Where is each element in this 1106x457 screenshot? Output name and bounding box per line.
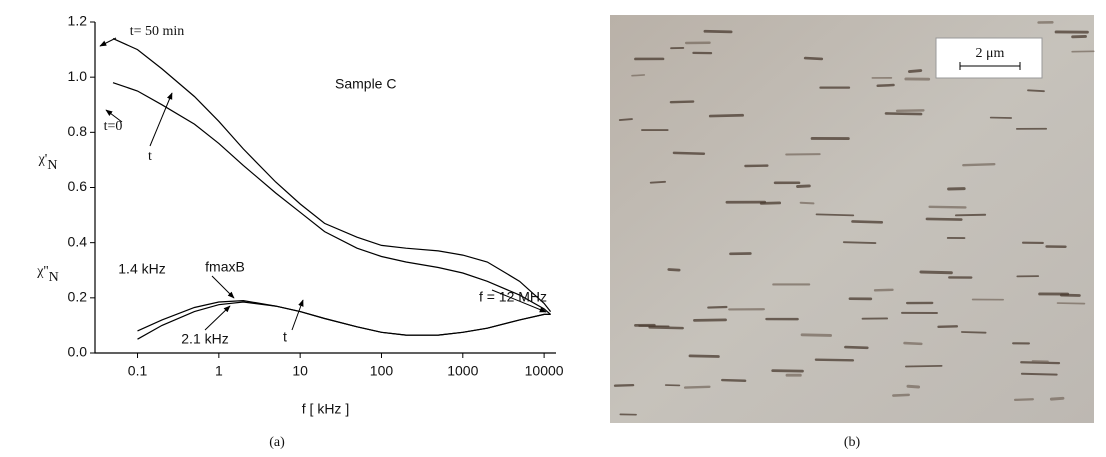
streak bbox=[1027, 89, 1045, 93]
streak bbox=[649, 180, 667, 184]
streak bbox=[919, 270, 953, 275]
streak bbox=[707, 305, 728, 309]
x-tick-label: 1000 bbox=[447, 363, 478, 379]
streak bbox=[815, 213, 855, 217]
streak bbox=[928, 205, 967, 209]
streak bbox=[703, 29, 733, 34]
annotation: Sample C bbox=[335, 76, 396, 92]
streak bbox=[814, 358, 855, 362]
streak bbox=[925, 217, 963, 221]
streak bbox=[672, 151, 706, 155]
scale-label: 2 μm bbox=[976, 46, 1005, 61]
streak bbox=[907, 69, 923, 73]
chart-panel: 0.0 0.2 0.4 0.6 0.8 1.0 1.2 0.1 1 10 100 1000 10000 f… bbox=[36, 13, 563, 417]
annotation: t=0 bbox=[104, 119, 123, 134]
y-tick-label: 0.8 bbox=[68, 123, 88, 139]
streak bbox=[683, 385, 711, 389]
streak bbox=[669, 100, 695, 104]
annotation: fmaxB bbox=[205, 259, 245, 275]
streak bbox=[844, 345, 869, 350]
scale-box bbox=[935, 37, 1043, 79]
x-tick-label: 0.1 bbox=[128, 363, 148, 379]
streak bbox=[851, 220, 884, 224]
arrow bbox=[204, 305, 231, 331]
y-axis-label-main: χ'' bbox=[36, 264, 48, 279]
y-axis-label: χ''N bbox=[36, 264, 58, 285]
y-tick-label: 1.0 bbox=[68, 68, 88, 84]
streak bbox=[1013, 398, 1034, 401]
y-tick-label: 0.4 bbox=[68, 233, 88, 249]
streak bbox=[693, 318, 727, 322]
series-line bbox=[112, 82, 551, 315]
streak bbox=[648, 326, 684, 330]
streak bbox=[667, 268, 681, 272]
streak bbox=[905, 365, 943, 368]
streak bbox=[803, 56, 824, 61]
panel-label: (b) bbox=[844, 435, 861, 450]
streak bbox=[884, 112, 923, 116]
streak bbox=[1056, 302, 1086, 305]
streak bbox=[892, 393, 910, 397]
annotation: t= 50 min bbox=[130, 24, 185, 39]
arrow bbox=[491, 289, 547, 313]
y-tick-label: 1.2 bbox=[68, 13, 88, 29]
annotation-arrows bbox=[99, 37, 547, 331]
arrow bbox=[291, 299, 304, 331]
x-tick-label: 100 bbox=[370, 363, 394, 379]
streak bbox=[954, 213, 987, 217]
annotation: 1.4 kHz bbox=[118, 261, 165, 277]
arrow bbox=[99, 37, 117, 47]
streak bbox=[631, 74, 646, 77]
x-tick-label: 10 bbox=[292, 363, 308, 379]
x-tick-label: 10000 bbox=[525, 363, 564, 379]
y-tick-label: 0.0 bbox=[68, 344, 88, 360]
series-line bbox=[137, 301, 551, 340]
streak bbox=[876, 83, 895, 88]
streak bbox=[960, 331, 987, 334]
streak bbox=[799, 201, 815, 205]
streak bbox=[721, 378, 747, 383]
streak bbox=[1020, 372, 1058, 376]
annotation: t bbox=[283, 329, 287, 345]
y-axis-label-main: χ' bbox=[38, 152, 48, 167]
y-axis-label: χ'N bbox=[38, 152, 58, 173]
x-tick-label: 1 bbox=[215, 363, 223, 379]
panel-label: (a) bbox=[269, 435, 285, 450]
streak bbox=[906, 384, 921, 389]
arrow bbox=[149, 92, 173, 147]
streak bbox=[1020, 361, 1061, 365]
arrow bbox=[105, 109, 123, 123]
y-tick-label: 0.6 bbox=[68, 178, 88, 194]
micrograph bbox=[610, 15, 1095, 423]
series-line bbox=[112, 38, 552, 312]
streak bbox=[873, 288, 894, 292]
annotation: f = 12 MHz bbox=[479, 289, 547, 305]
annotation: 2.1 kHz bbox=[181, 331, 228, 347]
streak bbox=[962, 163, 996, 167]
streak bbox=[796, 184, 811, 188]
streak bbox=[708, 113, 744, 118]
streak bbox=[688, 354, 720, 358]
y-axis-label-subscript: N bbox=[47, 158, 57, 173]
streak bbox=[800, 333, 833, 337]
annotation: t bbox=[148, 149, 152, 164]
streak bbox=[1049, 396, 1065, 401]
streak bbox=[613, 383, 635, 387]
y-tick-label: 0.2 bbox=[68, 289, 88, 305]
arrow bbox=[211, 275, 235, 299]
streak bbox=[903, 341, 923, 346]
x-axis-label: f [ kHz ] bbox=[302, 401, 349, 417]
y-axis-label-subscript: N bbox=[49, 270, 59, 285]
streak bbox=[842, 241, 877, 244]
streak bbox=[618, 118, 633, 122]
